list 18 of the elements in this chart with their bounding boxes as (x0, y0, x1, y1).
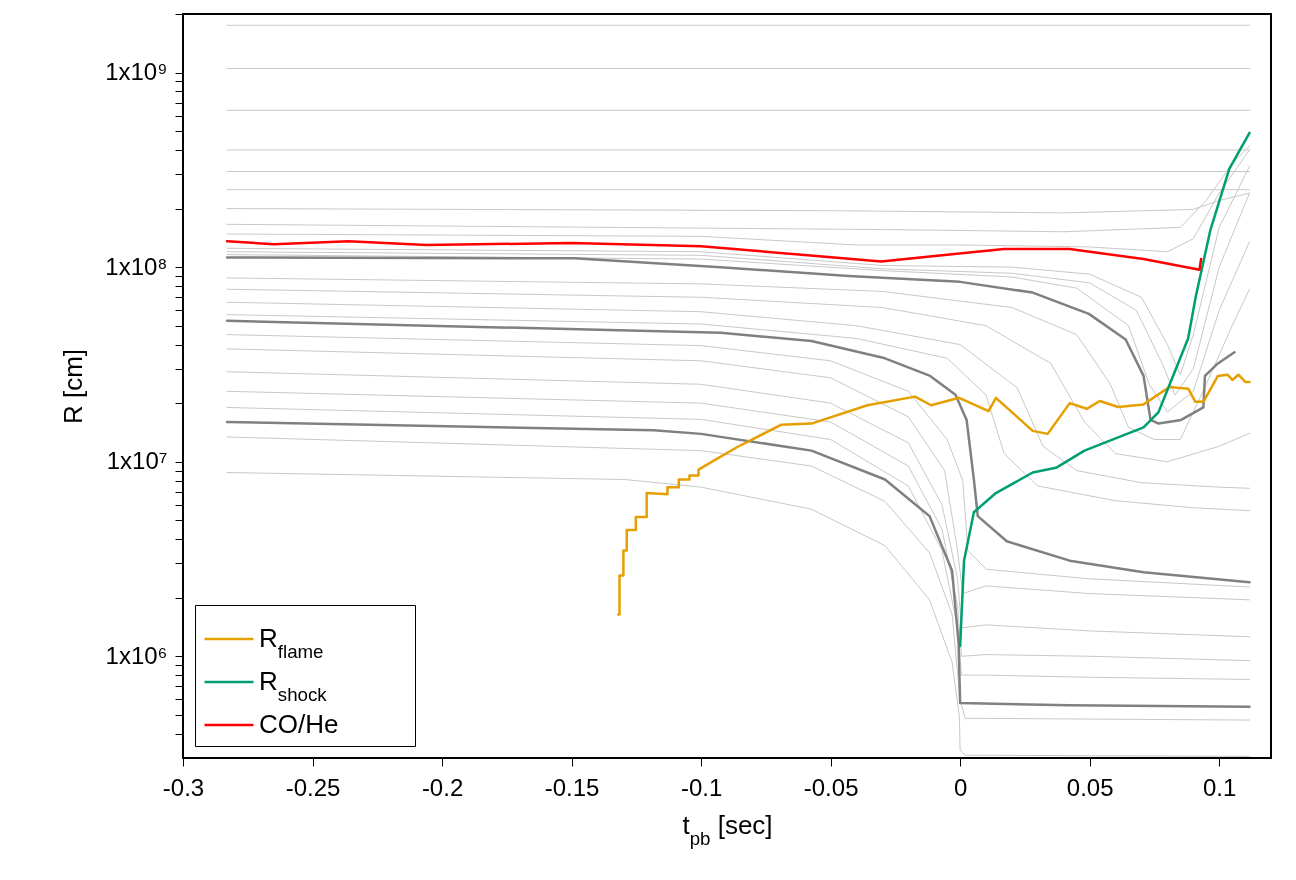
y-tick-label: 1x10⁸ (105, 252, 168, 280)
y-tick-label: 1x10⁷ (106, 447, 168, 475)
x-tick-label: -0.3 (162, 773, 205, 801)
x-tick-label: -0.25 (285, 773, 341, 801)
x-tick-label: 0 (953, 773, 968, 801)
legend-label: R$_{shock}$ (259, 666, 328, 705)
x-axis-title: t$_{pb}$ [sec] (682, 809, 773, 848)
x-tick-label: -0.1 (680, 773, 723, 801)
x-tick-label: 0.05 (1066, 773, 1114, 801)
x-tick-label: -0.05 (803, 773, 859, 801)
y-axis-title: R [cm] (58, 348, 89, 425)
y-tick-label: 1x10⁹ (105, 58, 168, 86)
legend-label: CO/He (259, 709, 339, 739)
legend-label: R$_{flame}$ (259, 623, 324, 662)
x-tick-label: -0.2 (421, 773, 464, 801)
y-tick-label: 1x10⁶ (105, 641, 168, 669)
x-tick-label: -0.15 (544, 773, 600, 801)
x-tick-label: 0.1 (1203, 773, 1237, 801)
